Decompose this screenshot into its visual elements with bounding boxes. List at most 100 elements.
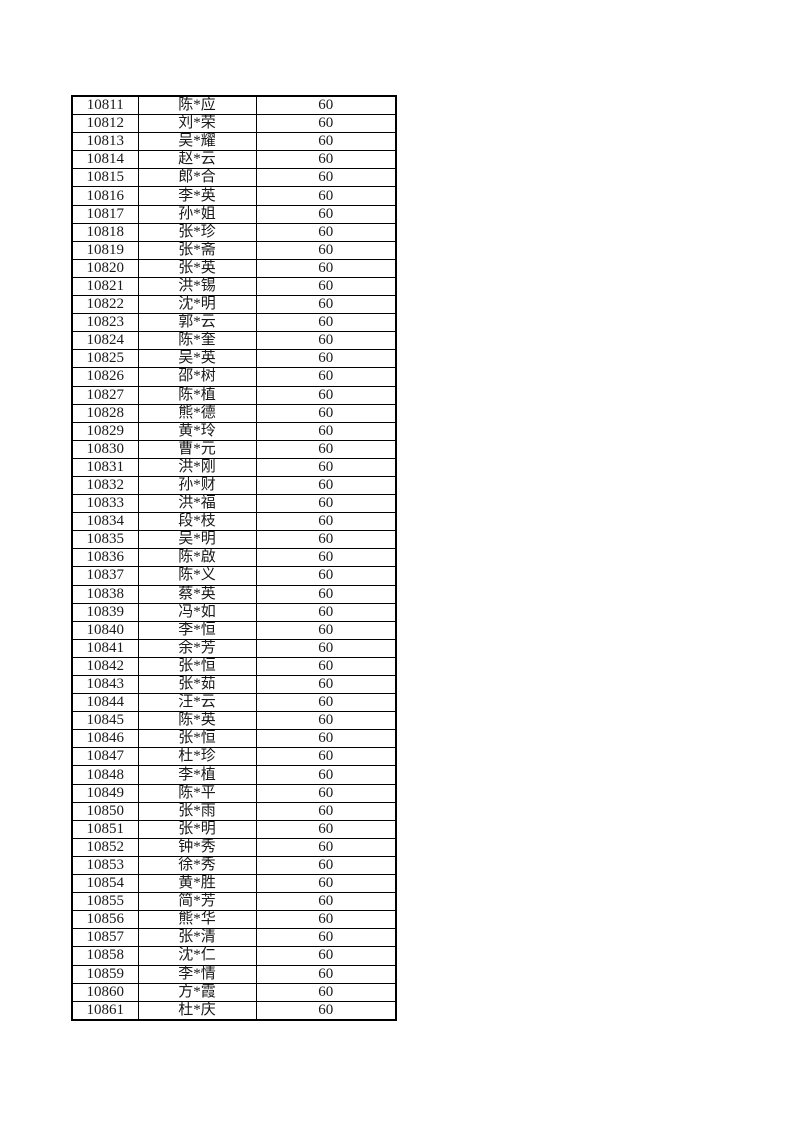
cell-id: 10840: [71, 620, 139, 640]
table-row: 10821 洪*锡 60: [71, 276, 397, 297]
cell-score: 60: [255, 403, 397, 423]
cell-id: 10835: [71, 530, 139, 550]
cell-score: 60: [255, 548, 397, 568]
cell-score: 60: [255, 584, 397, 604]
cell-score: 60: [255, 439, 397, 459]
cell-id: 10855: [71, 892, 139, 912]
score-table-body: 10811 陈*应 60 10812 刘*荣 60 10813 吴*耀 60 10814 赵*云 60…: [71, 95, 397, 1021]
cell-name: 张*英: [137, 258, 257, 278]
cell-score: 60: [255, 855, 397, 876]
cell-name: 李*恒: [137, 620, 257, 640]
table-row: 10837 陈*义 60: [71, 566, 397, 586]
cell-id: 10832: [71, 475, 139, 496]
cell-id: 10820: [71, 258, 139, 278]
cell-name: 张*珍: [137, 222, 257, 242]
table-row: 10845 陈*英 60: [71, 711, 397, 731]
table-row: 10834 段*枝 60: [71, 512, 397, 532]
cell-name: 陈*应: [137, 95, 257, 116]
cell-name: 杜*庆: [137, 1000, 257, 1021]
cell-score: 60: [255, 693, 397, 713]
cell-score: 60: [255, 367, 397, 387]
cell-id: 10842: [71, 656, 139, 677]
cell-id: 10851: [71, 819, 139, 839]
table-row: 10850 张*雨 60: [71, 801, 397, 821]
cell-name: 钟*秀: [137, 837, 257, 857]
table-row: 10855 简*芳 60: [71, 892, 397, 912]
cell-id: 10853: [71, 855, 139, 876]
cell-id: 10856: [71, 910, 139, 930]
cell-name: 陈*奎: [137, 331, 257, 351]
cell-name: 陈*啟: [137, 548, 257, 568]
cell-name: 孙*财: [137, 475, 257, 496]
cell-id: 10846: [71, 729, 139, 749]
cell-name: 陈*平: [137, 783, 257, 803]
cell-name: 张*明: [137, 819, 257, 839]
cell-id: 10861: [71, 1000, 139, 1021]
cell-name: 陈*义: [137, 566, 257, 586]
cell-id: 10859: [71, 964, 139, 984]
cell-id: 10815: [71, 168, 139, 188]
cell-id: 10821: [71, 276, 139, 297]
cell-id: 10825: [71, 349, 139, 369]
cell-score: 60: [255, 240, 397, 260]
cell-score: 60: [255, 946, 397, 966]
table-row: 10843 张*茹 60: [71, 674, 397, 695]
cell-score: 60: [255, 819, 397, 839]
cell-score: 60: [255, 1000, 397, 1021]
cell-name: 张*雨: [137, 801, 257, 821]
cell-score: 60: [255, 765, 397, 785]
cell-id: 10858: [71, 946, 139, 966]
cell-name: 熊*华: [137, 910, 257, 930]
cell-score: 60: [255, 222, 397, 242]
cell-id: 10827: [71, 385, 139, 405]
cell-id: 10839: [71, 602, 139, 622]
cell-score: 60: [255, 674, 397, 695]
cell-score: 60: [255, 258, 397, 278]
cell-score: 60: [255, 313, 397, 333]
cell-id: 10849: [71, 783, 139, 803]
cell-name: 张*恒: [137, 729, 257, 749]
cell-name: 李*英: [137, 186, 257, 206]
cell-score: 60: [255, 385, 397, 405]
cell-id: 10830: [71, 439, 139, 459]
cell-id: 10826: [71, 367, 139, 387]
table-row: 10818 张*珍 60: [71, 222, 397, 242]
cell-score: 60: [255, 530, 397, 550]
table-row: 10846 张*恒 60: [71, 729, 397, 749]
cell-score: 60: [255, 494, 397, 514]
cell-id: 10824: [71, 331, 139, 351]
cell-score: 60: [255, 783, 397, 803]
cell-id: 10837: [71, 566, 139, 586]
table-row: 10860 方*霞 60: [71, 982, 397, 1002]
cell-id: 10812: [71, 114, 139, 134]
cell-score: 60: [255, 186, 397, 206]
cell-id: 10854: [71, 874, 139, 894]
cell-score: 60: [255, 801, 397, 821]
cell-id: 10828: [71, 403, 139, 423]
cell-name: 沈*明: [137, 295, 257, 315]
table-row: 10813 吴*耀 60: [71, 132, 397, 152]
cell-id: 10844: [71, 693, 139, 713]
cell-score: 60: [255, 95, 397, 116]
cell-name: 吴*英: [137, 349, 257, 369]
score-table: 10811 陈*应 60 10812 刘*荣 60 10813 吴*耀 60 10814 赵*云 60…: [71, 95, 397, 1021]
table-row: 10859 李*情 60: [71, 964, 397, 984]
table-row: 10815 郎*合 60: [71, 168, 397, 188]
table-row: 10812 刘*荣 60: [71, 114, 397, 134]
cell-score: 60: [255, 837, 397, 857]
cell-name: 洪*福: [137, 494, 257, 514]
table-row: 10828 熊*德 60: [71, 403, 397, 423]
cell-name: 简*芳: [137, 892, 257, 912]
cell-score: 60: [255, 475, 397, 496]
cell-name: 洪*锡: [137, 276, 257, 297]
table-row: 10847 杜*珍 60: [71, 747, 397, 767]
cell-score: 60: [255, 566, 397, 586]
cell-score: 60: [255, 982, 397, 1002]
table-row: 10824 陈*奎 60: [71, 331, 397, 351]
cell-name: 张*斋: [137, 240, 257, 260]
cell-id: 10841: [71, 638, 139, 658]
cell-name: 张*茹: [137, 674, 257, 695]
cell-id: 10816: [71, 186, 139, 206]
cell-name: 方*霞: [137, 982, 257, 1002]
cell-name: 余*芳: [137, 638, 257, 658]
